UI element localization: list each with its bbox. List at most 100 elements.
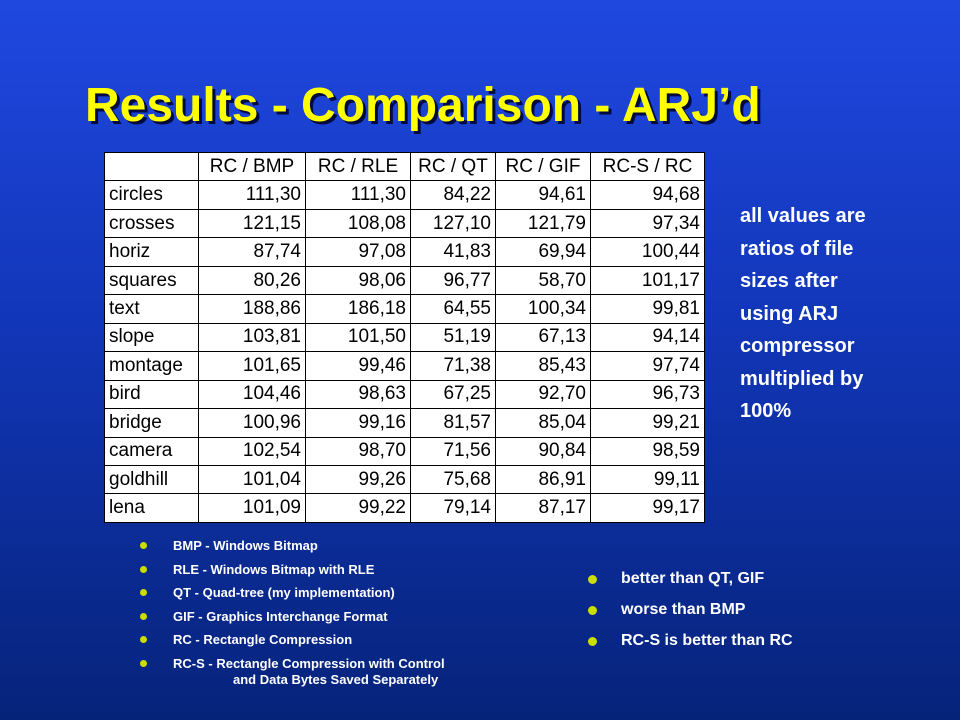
value-cell: 98,59 [590, 436, 705, 466]
value-cell: 111,30 [305, 180, 411, 210]
value-cell: 85,43 [495, 351, 591, 381]
legend-text: and Data Bytes Saved Separately [233, 671, 439, 687]
table-row: montage 101,65 99,46 71,38 85,43 97,74 [104, 351, 705, 381]
value-cell: 94,14 [590, 322, 705, 353]
row-label: horiz [104, 237, 199, 267]
row-label: lena [104, 493, 199, 523]
row-label: montage [104, 351, 199, 381]
conclusion-text: RC-S is better than RC [621, 632, 793, 649]
value-cell: 99,11 [590, 464, 705, 495]
value-cell: 69,94 [495, 237, 591, 267]
value-cell: 94,61 [495, 180, 591, 210]
note-line: compressor [740, 335, 855, 357]
value-cell: 98,63 [305, 379, 411, 410]
note-line: all values are [740, 205, 866, 227]
note-line: sizes after [740, 270, 838, 292]
row-label: slope [104, 322, 199, 353]
value-cell: 67,13 [495, 322, 591, 353]
row-label: text [104, 294, 199, 324]
table-row: goldhill 101,04 99,26 75,68 86,91 99,11 [104, 464, 705, 495]
value-cell: 97,74 [590, 351, 705, 381]
table-row: squares 80,26 98,06 96,77 58,70 101,17 [104, 265, 705, 296]
row-label: goldhill [104, 464, 199, 495]
value-cell: 98,70 [305, 436, 411, 466]
value-cell: 103,81 [198, 322, 306, 353]
value-cell: 121,79 [495, 208, 591, 239]
header-row: RC / BMP RC / RLE RC / QT RC / GIF RC-S / RC [104, 151, 705, 182]
bullet [140, 589, 147, 596]
value-cell: 99,46 [305, 351, 411, 381]
row-label: crosses [104, 208, 199, 239]
results-table: RC / BMP RC / RLE RC / QT RC / GIF RC-S / RC… [104, 151, 705, 523]
table-row: text 188,86 186,18 64,55 100,34 99,81 [104, 294, 705, 324]
value-cell: 104,46 [198, 379, 306, 410]
table-row: lena 101,09 99,22 79,14 87,17 99,17 [104, 493, 705, 523]
value-cell: 108,08 [305, 208, 411, 239]
value-cell: 94,68 [590, 180, 705, 210]
value-cell: 71,56 [410, 436, 496, 466]
value-cell: 100,44 [590, 237, 705, 267]
header-cell: RC / QT [410, 151, 496, 182]
note-line: ratios of file [740, 237, 854, 260]
value-cell: 75,68 [410, 464, 496, 495]
row-label: camera [104, 436, 199, 466]
bullet [140, 542, 147, 549]
bullet [140, 565, 147, 573]
bullet [140, 636, 147, 643]
value-cell: 90,84 [495, 436, 591, 466]
value-cell: 87,74 [198, 237, 306, 267]
value-cell: 97,08 [305, 237, 411, 267]
value-cell: 92,70 [495, 379, 591, 410]
corner-cell [104, 151, 199, 182]
value-cell: 101,17 [590, 265, 705, 296]
table-row: horiz 87,74 97,08 41,83 69,94 100,44 [104, 237, 705, 267]
value-cell: 186,18 [305, 294, 411, 324]
value-cell: 99,26 [305, 464, 411, 495]
value-cell: 121,15 [198, 208, 306, 239]
value-cell: 80,26 [198, 265, 306, 296]
value-cell: 102,54 [198, 436, 306, 466]
header-cell: RC-S / RC [590, 151, 705, 182]
row-label: bird [104, 379, 199, 410]
header-cell: RC / RLE [305, 151, 411, 182]
legend-text: RC-S - Rectangle Compression with Contro… [173, 655, 445, 671]
bullet [140, 612, 147, 620]
value-cell: 81,57 [410, 408, 496, 438]
value-cell: 86,91 [495, 464, 591, 495]
bullet [588, 637, 597, 646]
bullet [588, 575, 597, 584]
value-cell: 58,70 [495, 265, 591, 296]
value-cell: 127,10 [410, 208, 496, 239]
value-cell: 87,17 [495, 493, 591, 523]
bullet [140, 659, 147, 667]
bullet [588, 606, 597, 615]
value-cell: 99,16 [305, 408, 411, 438]
row-label: squares [104, 265, 199, 296]
header-cell: RC / GIF [495, 151, 591, 182]
table-row: crosses 121,15 108,08 127,10 121,79 97,34 [104, 208, 705, 239]
value-cell: 111,30 [198, 180, 306, 210]
value-cell: 99,81 [590, 294, 705, 324]
table-row: slope 103,81 101,50 51,19 67,13 94,14 [104, 322, 705, 353]
value-cell: 188,86 [198, 294, 306, 324]
value-cell: 84,22 [410, 180, 496, 210]
row-label: circles [104, 180, 199, 210]
value-cell: 99,22 [305, 493, 411, 523]
legend-text: BMP - Windows Bitmap [173, 538, 318, 553]
value-cell: 97,34 [590, 208, 705, 239]
value-cell: 101,65 [198, 351, 306, 381]
table-row: bird 104,46 98,63 67,25 92,70 96,73 [104, 379, 705, 410]
value-cell: 100,96 [198, 408, 306, 438]
value-cell: 41,83 [410, 237, 496, 267]
value-cell: 98,06 [305, 265, 411, 296]
table-row: circles 111,30 111,30 84,22 94,61 94,68 [104, 180, 705, 210]
legend-text: QT - Quad-tree (my implementation) [173, 585, 395, 600]
value-cell: 51,19 [410, 322, 496, 353]
legend-text: RLE - Windows Bitmap with RLE [173, 561, 375, 577]
note: all values are ratios of file sizes after u… [740, 200, 866, 428]
value-cell: 101,09 [198, 493, 306, 523]
legend-text: RC - Rectangle Compression [173, 632, 353, 647]
row-label: bridge [104, 408, 199, 438]
table-row: bridge 100,96 99,16 81,57 85,04 99,21 [104, 408, 705, 438]
